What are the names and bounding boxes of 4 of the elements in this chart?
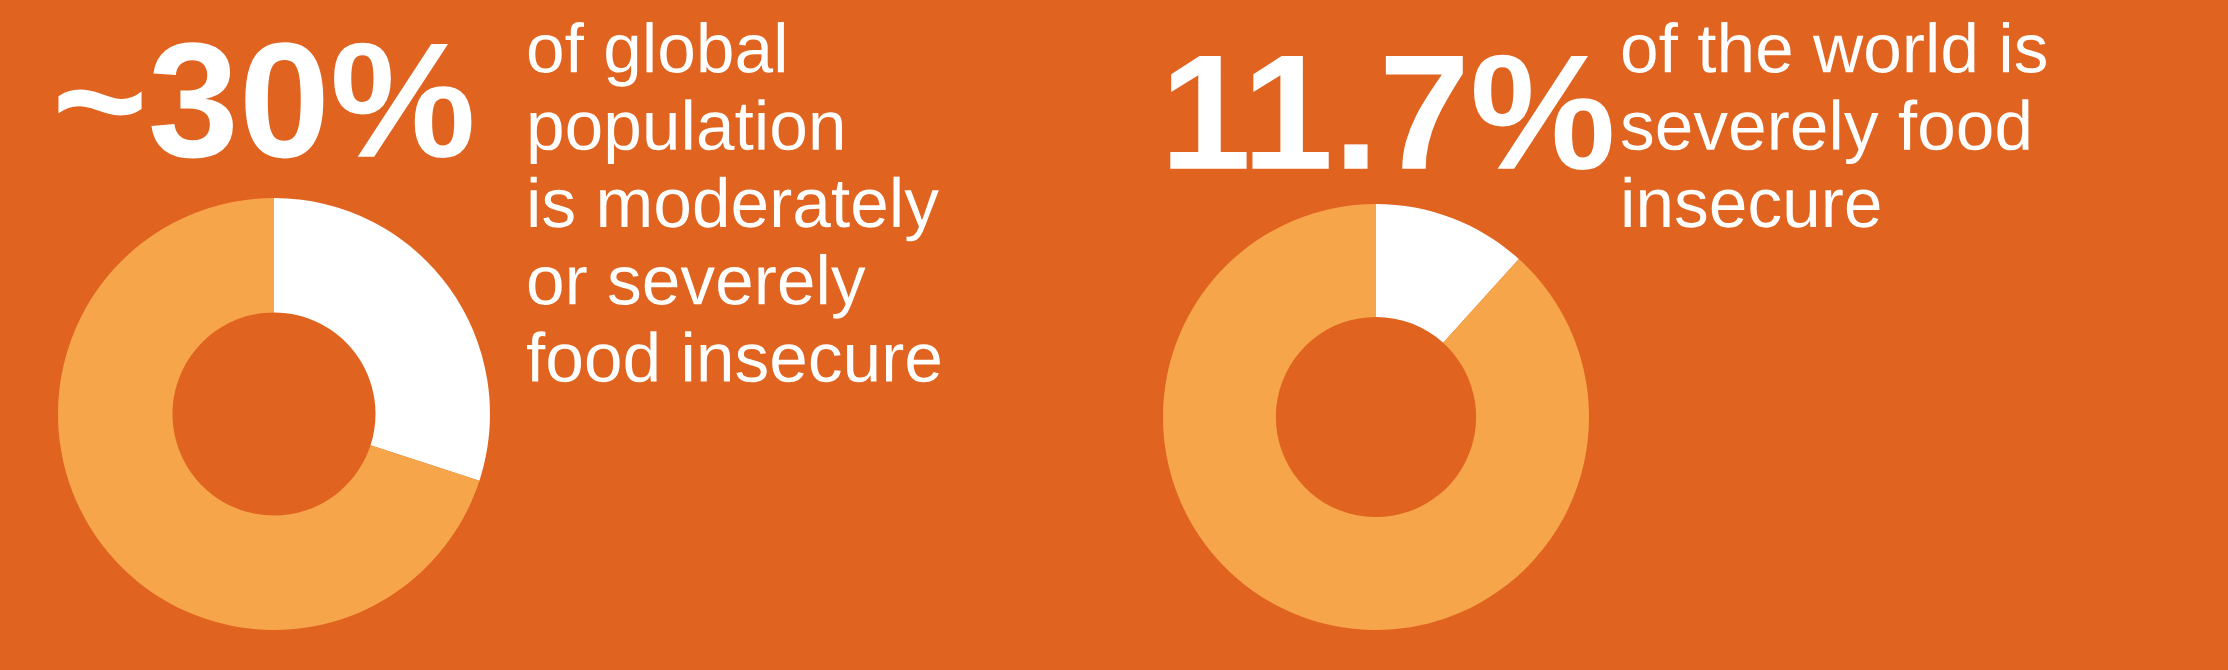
text: of global population is moderately or severely food insecure [526, 22, 940, 383]
text: of the world is severely food insecure [1621, 22, 2046, 228]
chart-title: 11.7% [1170, 54, 1612, 171]
chart-title: ~30% [58, 42, 472, 159]
